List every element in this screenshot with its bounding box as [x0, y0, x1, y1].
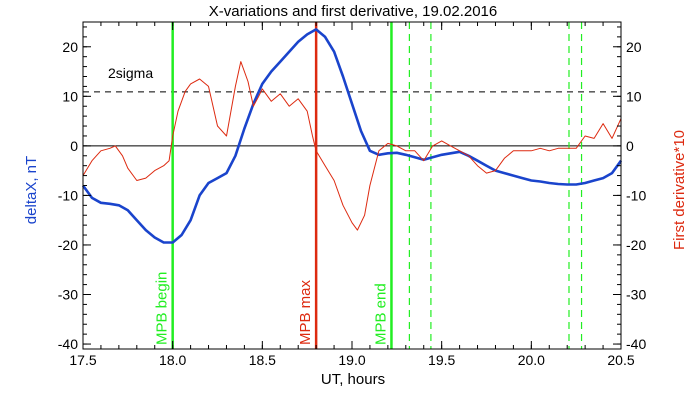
series-line-0: [81, 28, 623, 244]
x-tick-label: 20.0: [518, 352, 545, 368]
y-tick-label-right: 0: [626, 138, 634, 154]
x-tick-label: 19.0: [338, 352, 365, 368]
y-tick-label-left: 20: [62, 39, 78, 55]
plot-area: 2sigma MPB begin MPB max MPB end 17.5 18.0 18.…: [58, 21, 646, 368]
y-tick-label-right: 10: [626, 88, 642, 104]
x-tick-label: 17.5: [69, 352, 96, 368]
x-axis-label: UT, hours: [321, 371, 385, 388]
x-tick-label: 18.0: [159, 352, 186, 368]
y-tick-label-left: -10: [58, 187, 78, 203]
y-tick-label-left: -20: [58, 237, 78, 253]
threshold-label: 2sigma: [108, 65, 153, 81]
y-tick-label-right: -20: [626, 237, 646, 253]
y-axis-label-left: deltaX, nT: [23, 156, 40, 224]
y-tick-label-left: 0: [70, 138, 78, 154]
series-line-1: [82, 61, 622, 231]
y-tick-label-right: 20: [626, 39, 642, 55]
vline-label-2: MPB end: [372, 283, 389, 345]
y-tick-label-left: 10: [62, 88, 78, 104]
y-tick-label-right: -30: [626, 287, 646, 303]
vline-label-0: MPB begin: [154, 272, 171, 345]
x-tick-label: 20.5: [607, 352, 634, 368]
y-ticks: -40 -40 -30 -30 -20 -20 -10 -10 0 0 10 10 20 20: [58, 26, 646, 352]
x-ticks: 17.5 18.0 18.5 19.0 19.5 20.0 20.5: [69, 22, 635, 368]
chart-title: X-variations and first derivative, 19.02…: [209, 3, 498, 20]
y-tick-label-left: -30: [58, 287, 78, 303]
y-tick-label-left: -40: [58, 336, 78, 352]
y-tick-label-right: -40: [626, 336, 646, 352]
x-tick-label: 19.5: [428, 352, 455, 368]
vline-label-1: MPB max: [297, 279, 314, 345]
x-tick-label: 18.5: [249, 352, 276, 368]
y-tick-label-right: -10: [626, 187, 646, 203]
y-axis-label-right: First derivative*10: [671, 130, 688, 250]
